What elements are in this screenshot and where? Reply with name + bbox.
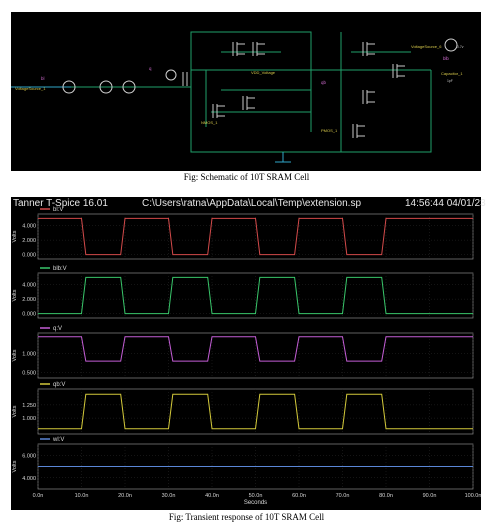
panel-2-ylabel: Volts: [12, 349, 18, 361]
xtick-3: 30.0n: [162, 493, 176, 499]
series-line-1: [38, 276, 473, 315]
xtick-9: 90.0n: [423, 493, 437, 499]
legend-label-2: q:V: [53, 326, 62, 332]
series-line-3: [38, 393, 473, 430]
series-line-0: [38, 217, 473, 256]
label-vdd-voltage: VDD_Voltage: [251, 70, 276, 75]
panel-2-ytick-0: 1.000: [22, 352, 36, 358]
legend-label-4: wl:V: [52, 437, 64, 443]
panel-3-ylabel: Volts: [12, 405, 18, 417]
node-blb: blb: [443, 56, 449, 61]
xtick-8: 80.0n: [379, 493, 393, 499]
xtick-6: 60.0n: [292, 493, 306, 499]
panel-1-ytick-1: 2.000: [22, 297, 36, 303]
legend-label-0: bl:V: [53, 207, 63, 213]
label-voltage-value: 0.7v: [457, 45, 464, 49]
xtick-0: 0.0n: [33, 493, 44, 499]
x-axis-label: Seconds: [244, 500, 267, 506]
panel-1-ytick-2: 0.000: [22, 312, 36, 318]
xtick-7: 70.0n: [336, 493, 350, 499]
xtick-5: 50.0n: [249, 493, 263, 499]
panel-0-ytick-0: 4.000: [22, 224, 36, 230]
xtick-2: 20.0n: [118, 493, 132, 499]
legend-label-3: qb:V: [53, 382, 65, 388]
viewer-title-bar: Tanner T-Spice 16.01 C:\Users\ratna\AppD…: [11, 197, 486, 212]
schematic-caption: Fig: Schematic of 10T SRAM Cell: [183, 172, 310, 182]
transient-caption: Fig: Transient response of 10T SRAM Cell: [168, 512, 325, 522]
panel-3-ytick-0: 1.250: [22, 403, 36, 409]
app-title: Tanner T-Spice 16.01: [13, 198, 108, 209]
panel-4-ytick-1: 4.000: [22, 476, 36, 482]
waveform-plots: bl:V 4.000 2.000 0.000 Volts blb:V 4.000 2.000 0…: [12, 207, 481, 506]
schematic-image: VoltageSource_1 VDD_Voltage VoltageSourc…: [11, 12, 481, 171]
xtick-1: 10.0n: [75, 493, 89, 499]
panel-1-ylabel: Volts: [12, 289, 18, 301]
panel-0-ytick-2: 0.000: [22, 253, 36, 259]
panel-4-ytick-0: 6.000: [22, 453, 36, 459]
schematic-drawing: VoltageSource_1 VDD_Voltage VoltageSourc…: [11, 31, 464, 163]
label-capacitor-value: 1pF: [447, 79, 453, 83]
node-qb: qb: [321, 80, 326, 85]
node-bl: bl: [41, 76, 44, 81]
xtick-4: 40.0n: [205, 493, 219, 499]
tspice-waveform-viewer: Tanner T-Spice 16.01 C:\Users\ratna\AppD…: [11, 197, 486, 510]
panel-0-ytick-1: 2.000: [22, 238, 36, 244]
panel-1-ytick-0: 4.000: [22, 283, 36, 289]
label-nmos: NMOS_1: [201, 120, 218, 125]
label-voltage-source-left: VoltageSource_1: [15, 86, 46, 91]
panel-3-ytick-1: 1.000: [22, 416, 36, 422]
legend-label-1: blb:V: [53, 266, 67, 272]
panel-0-ylabel: Volts: [12, 230, 18, 242]
xtick-10: 100.0n: [465, 493, 481, 499]
timestamp: 14:56:44 04/01/23: [405, 198, 486, 209]
label-voltage-source-right: VoltageSource_6: [411, 44, 442, 49]
label-capacitor: Capacitor_1: [441, 71, 463, 76]
panel-4-ylabel: Volts: [12, 460, 18, 472]
file-path: C:\Users\ratna\AppData\Local\Temp\extens…: [142, 198, 361, 209]
label-pmos: PMOS_1: [321, 128, 338, 133]
series-line-2: [38, 336, 473, 362]
node-q: q: [149, 66, 152, 71]
panel-2-ytick-1: 0.500: [22, 370, 36, 376]
